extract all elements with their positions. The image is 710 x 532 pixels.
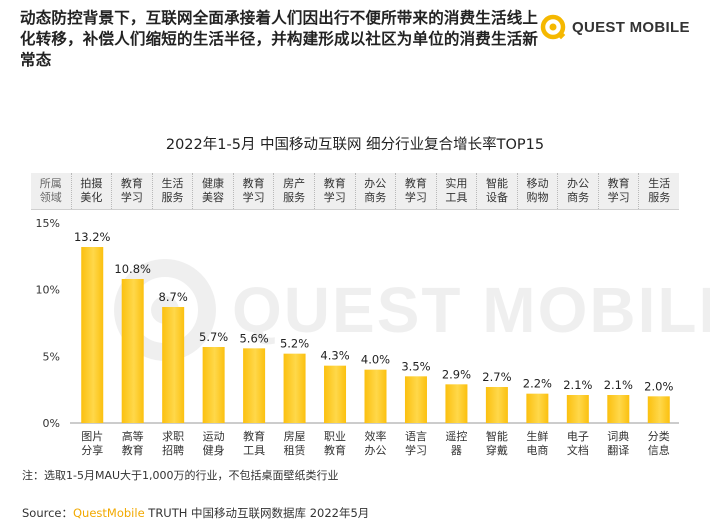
watermark: QUEST MOBILE — [110, 255, 710, 365]
x-tick-label: 教育工具 — [243, 429, 265, 457]
bar — [283, 353, 306, 423]
x-tick-label: 智能穿戴 — [486, 429, 508, 457]
category-cell: 教育 学习 — [315, 173, 356, 209]
data-label: 2.9% — [442, 367, 471, 381]
data-label: 4.0% — [361, 353, 390, 367]
x-tick-label: 词典翻译 — [607, 429, 629, 457]
category-row-header: 所属 领域 — [31, 173, 72, 209]
bar — [243, 348, 266, 423]
bar — [364, 369, 387, 423]
category-cell: 办公 商务 — [558, 173, 599, 209]
page-heading: 动态防控背景下，互联网全面承接着人们因出行不便所带来的消费生活线上化转移，补偿人… — [20, 9, 539, 69]
data-label: 5.7% — [199, 330, 228, 344]
bar — [121, 279, 144, 423]
source-line: Source：QuestMobile TRUTH 中国移动互联网数据库 2022… — [22, 505, 369, 521]
data-label: 2.7% — [482, 370, 511, 384]
bar — [162, 307, 185, 423]
category-cell: 智能 设备 — [477, 173, 518, 209]
category-cell: 生活 服务 — [153, 173, 194, 209]
y-tick-label: 10% — [36, 284, 60, 297]
bar — [324, 365, 347, 423]
category-cell: 教育 学习 — [599, 173, 640, 209]
bar — [404, 376, 427, 423]
category-cell: 健康 美容 — [193, 173, 234, 209]
category-cell: 房产 服务 — [274, 173, 315, 209]
questmobile-logo-icon — [540, 14, 566, 40]
x-tick-label: 求职招聘 — [162, 430, 184, 457]
x-tick-label: 运动健身 — [203, 430, 225, 457]
data-label: 5.2% — [280, 337, 309, 351]
bar — [81, 247, 104, 423]
data-label: 2.1% — [604, 378, 633, 392]
questmobile-logo: QUEST MOBILE — [540, 14, 690, 40]
bar — [445, 384, 468, 423]
category-row: 所属 领域 拍摄 美化 教育 学习 生活 服务 健康 美容 教育 学习 房产 服务 教育 学习 … — [31, 173, 679, 210]
x-tick-label: 语言学习 — [405, 430, 427, 457]
category-cell: 教育 学习 — [396, 173, 437, 209]
bar — [202, 347, 225, 423]
data-label: 5.6% — [239, 331, 268, 345]
category-cell: 拍摄 美化 — [72, 173, 113, 209]
x-tick-label: 房屋租赁 — [284, 430, 306, 457]
data-label: 4.3% — [320, 349, 349, 363]
category-cell: 教育 学习 — [234, 173, 275, 209]
source-prefix: Source： — [22, 506, 73, 520]
source-brand: QuestMobile — [73, 506, 145, 520]
y-tick-label: 5% — [43, 350, 60, 363]
x-tick-label: 分类信息 — [648, 429, 670, 457]
x-tick-label: 电子文档 — [567, 430, 589, 457]
data-label: 3.5% — [401, 359, 430, 373]
bar — [607, 395, 630, 423]
data-label: 2.1% — [563, 378, 592, 392]
category-cell: 办公 商务 — [356, 173, 397, 209]
category-cell: 教育 学习 — [112, 173, 153, 209]
data-label: 2.0% — [644, 379, 673, 393]
y-tick-label: 0% — [43, 417, 60, 430]
footnote: 注：选取1-5月MAU大于1,000万的行业，不包括桌面壁纸类行业 — [22, 469, 339, 482]
x-tick-label: 遥控器 — [445, 429, 467, 457]
x-tick-label: 效率办公 — [365, 429, 387, 457]
y-tick-label: 15% — [36, 217, 60, 230]
source-rest: TRUTH 中国移动互联网数据库 2022年5月 — [144, 506, 370, 520]
x-tick-label: 生鲜电商 — [526, 429, 548, 457]
category-cell: 移动 购物 — [518, 173, 559, 209]
data-label: 13.2% — [74, 230, 111, 244]
category-cell: 实用 工具 — [437, 173, 478, 209]
bar — [485, 387, 508, 423]
data-label: 10.8% — [114, 262, 151, 276]
watermark-text: QUEST MOBILE — [232, 274, 710, 346]
category-cell: 生活 服务 — [648, 177, 671, 204]
bar — [647, 396, 670, 423]
bar — [526, 393, 549, 423]
data-label: 2.2% — [523, 377, 552, 391]
x-tick-label: 图片分享 — [81, 430, 103, 457]
data-label: 8.7% — [159, 290, 188, 304]
questmobile-logo-text: QUEST MOBILE — [572, 18, 690, 36]
x-tick-label: 高等教育 — [122, 429, 144, 457]
x-tick-label: 职业教育 — [324, 430, 346, 457]
chart-title: 2022年1-5月 中国移动互联网 细分行业复合增长率TOP15 — [165, 137, 545, 153]
bar — [566, 395, 589, 423]
